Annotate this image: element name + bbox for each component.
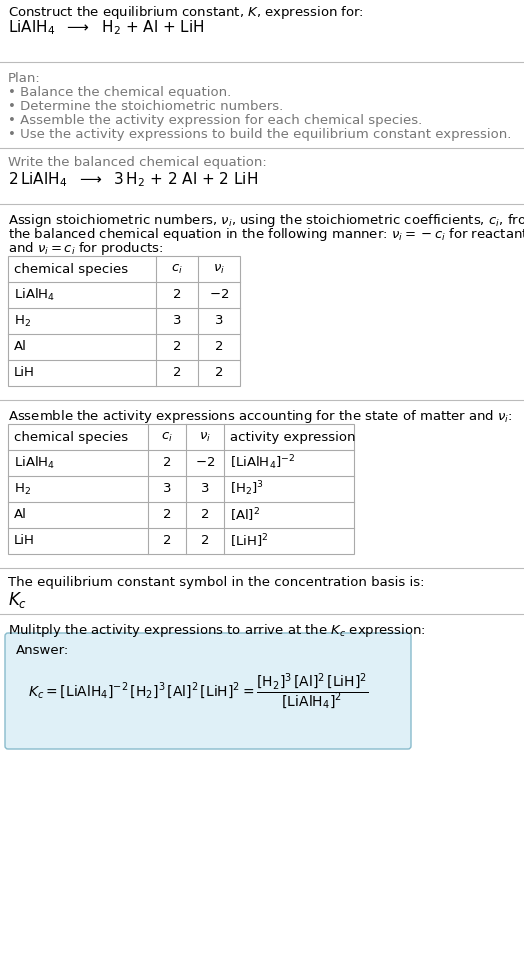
Text: LiH: LiH bbox=[14, 366, 35, 380]
Text: 2: 2 bbox=[173, 340, 181, 354]
Text: $K_c = [\mathrm{LiAlH_4}]^{-2}\,[\mathrm{H_2}]^3\,[\mathrm{Al}]^2\,[\mathrm{LiH}: $K_c = [\mathrm{LiAlH_4}]^{-2}\,[\mathrm… bbox=[28, 672, 368, 712]
Text: LiH: LiH bbox=[14, 534, 35, 548]
Text: 2: 2 bbox=[163, 534, 171, 548]
Text: Mulitply the activity expressions to arrive at the $K_c$ expression:: Mulitply the activity expressions to arr… bbox=[8, 622, 426, 639]
Text: Assign stoichiometric numbers, $\nu_i$, using the stoichiometric coefficients, $: Assign stoichiometric numbers, $\nu_i$, … bbox=[8, 212, 524, 229]
Text: 3: 3 bbox=[163, 482, 171, 496]
Text: and $\nu_i = c_i$ for products:: and $\nu_i = c_i$ for products: bbox=[8, 240, 163, 257]
Text: Construct the equilibrium constant, $K$, expression for:: Construct the equilibrium constant, $K$,… bbox=[8, 4, 364, 21]
Text: 2: 2 bbox=[201, 508, 209, 522]
Text: $c_i$: $c_i$ bbox=[171, 262, 183, 276]
Text: $\mathrm{LiAlH_4}$  $\longrightarrow$  $\mathrm{H_2}$ + Al + LiH: $\mathrm{LiAlH_4}$ $\longrightarrow$ $\m… bbox=[8, 18, 205, 37]
Text: $[\mathrm{H_2}]^3$: $[\mathrm{H_2}]^3$ bbox=[230, 480, 264, 499]
Text: $[\mathrm{Al}]^2$: $[\mathrm{Al}]^2$ bbox=[230, 506, 260, 524]
Text: • Assemble the activity expression for each chemical species.: • Assemble the activity expression for e… bbox=[8, 114, 422, 127]
Text: activity expression: activity expression bbox=[230, 431, 355, 443]
Text: chemical species: chemical species bbox=[14, 262, 128, 276]
Bar bbox=[8, 424, 354, 554]
Text: the balanced chemical equation in the following manner: $\nu_i = -c_i$ for react: the balanced chemical equation in the fo… bbox=[8, 226, 524, 243]
Text: chemical species: chemical species bbox=[14, 431, 128, 443]
Text: Plan:: Plan: bbox=[8, 72, 41, 85]
Text: The equilibrium constant symbol in the concentration basis is:: The equilibrium constant symbol in the c… bbox=[8, 576, 424, 589]
Text: $\mathrm{LiAlH_4}$: $\mathrm{LiAlH_4}$ bbox=[14, 287, 55, 303]
Text: 2: 2 bbox=[173, 366, 181, 380]
Text: 2: 2 bbox=[163, 456, 171, 470]
Text: 2: 2 bbox=[173, 288, 181, 302]
Text: $\mathrm{LiAlH_4}$: $\mathrm{LiAlH_4}$ bbox=[14, 455, 55, 471]
Text: $\mathrm{H_2}$: $\mathrm{H_2}$ bbox=[14, 313, 31, 329]
Text: $\nu_i$: $\nu_i$ bbox=[199, 431, 211, 444]
Text: Al: Al bbox=[14, 340, 27, 354]
Text: • Use the activity expressions to build the equilibrium constant expression.: • Use the activity expressions to build … bbox=[8, 128, 511, 141]
Text: $[\mathrm{LiAlH_4}]^{-2}$: $[\mathrm{LiAlH_4}]^{-2}$ bbox=[230, 454, 296, 473]
Text: $\mathrm{H_2}$: $\mathrm{H_2}$ bbox=[14, 481, 31, 497]
Text: $-2$: $-2$ bbox=[209, 288, 229, 302]
Text: Assemble the activity expressions accounting for the state of matter and $\nu_i$: Assemble the activity expressions accoun… bbox=[8, 408, 512, 425]
Text: • Determine the stoichiometric numbers.: • Determine the stoichiometric numbers. bbox=[8, 100, 283, 113]
Text: • Balance the chemical equation.: • Balance the chemical equation. bbox=[8, 86, 231, 99]
Text: $c_i$: $c_i$ bbox=[161, 431, 173, 444]
Text: $\nu_i$: $\nu_i$ bbox=[213, 262, 225, 276]
Text: $2\,\mathrm{LiAlH_4}$  $\longrightarrow$  $3\,\mathrm{H_2}$ + 2 Al + 2 LiH: $2\,\mathrm{LiAlH_4}$ $\longrightarrow$ … bbox=[8, 170, 258, 188]
Text: 2: 2 bbox=[215, 340, 223, 354]
Text: Write the balanced chemical equation:: Write the balanced chemical equation: bbox=[8, 156, 267, 169]
Text: 3: 3 bbox=[201, 482, 209, 496]
Text: $[\mathrm{LiH}]^2$: $[\mathrm{LiH}]^2$ bbox=[230, 532, 268, 550]
Text: 2: 2 bbox=[215, 366, 223, 380]
Bar bbox=[8, 256, 240, 386]
Text: $K_c$: $K_c$ bbox=[8, 590, 27, 610]
Text: $-2$: $-2$ bbox=[195, 456, 215, 470]
FancyBboxPatch shape bbox=[5, 633, 411, 749]
Text: 3: 3 bbox=[173, 314, 181, 328]
Text: 2: 2 bbox=[163, 508, 171, 522]
Text: 2: 2 bbox=[201, 534, 209, 548]
Text: Answer:: Answer: bbox=[16, 644, 69, 657]
Text: 3: 3 bbox=[215, 314, 223, 328]
Text: Al: Al bbox=[14, 508, 27, 522]
